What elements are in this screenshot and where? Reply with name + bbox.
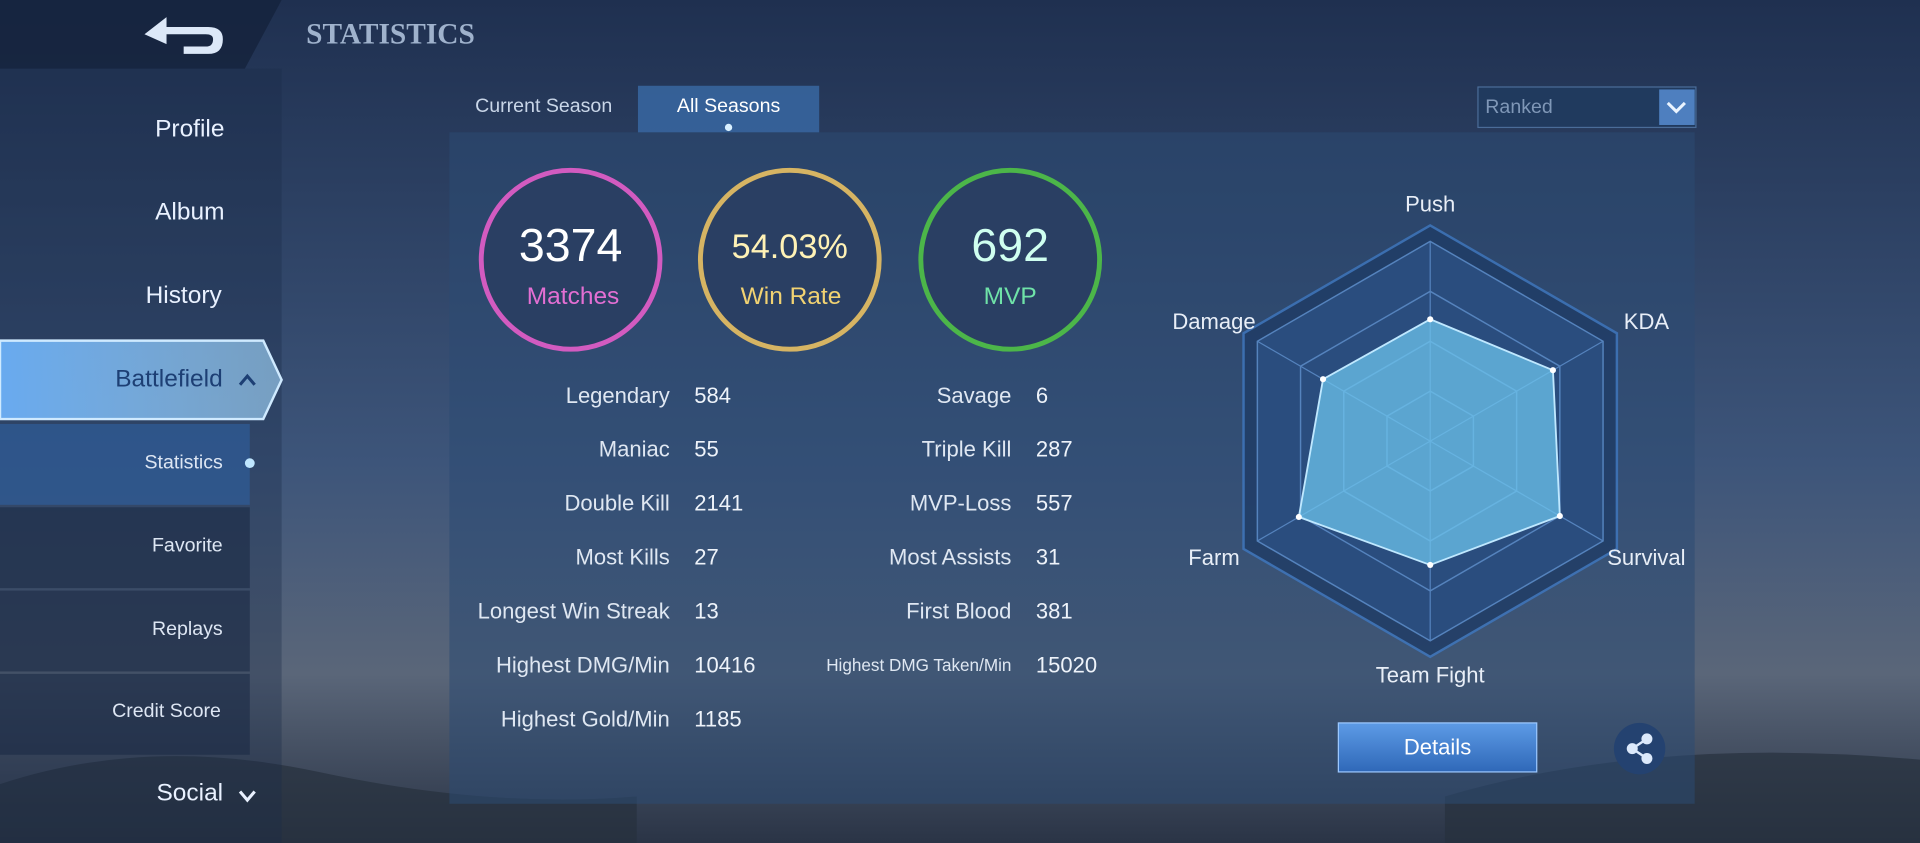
- stat-value: 584: [694, 383, 731, 408]
- stat-label: Highest DMG Taken/Min: [826, 655, 1011, 675]
- share-button[interactable]: [1613, 722, 1666, 775]
- details-text: Details: [1404, 734, 1471, 759]
- tab[interactable]: All Seasons: [677, 95, 781, 117]
- stat-value: 10416: [694, 652, 755, 677]
- dropdown-button[interactable]: [1659, 89, 1695, 125]
- radar-axis-label: Farm: [1188, 545, 1239, 570]
- stat-label: Most Kills: [576, 545, 670, 570]
- radar-axis-label: Push: [1405, 191, 1455, 216]
- stat-label: Longest Win Streak: [478, 598, 671, 623]
- sub-item[interactable]: Favorite: [152, 535, 223, 557]
- tab-dot: [724, 123, 733, 132]
- chevron: [238, 790, 256, 803]
- radar-point: [1427, 316, 1434, 323]
- radar-point: [1427, 561, 1434, 568]
- radar-point: [1319, 376, 1327, 383]
- summary-ring: [697, 167, 882, 352]
- stat-label: Triple Kill: [922, 437, 1012, 462]
- stats: Legendary 584 Maniac 55 Double Kill 2141 Most …: [478, 383, 1098, 731]
- stat-label: Savage: [937, 383, 1012, 408]
- chevron: [238, 373, 256, 386]
- radar-point: [1549, 367, 1556, 374]
- radar-point: [1556, 512, 1563, 520]
- sub-active: [0, 423, 250, 505]
- radar-chart: Push KDA Survival Team Fight Farm Damage: [1172, 191, 1685, 687]
- hills: [0, 756, 637, 843]
- summary-ring: [918, 167, 1103, 352]
- nav-item[interactable]: Battlefield: [115, 365, 222, 392]
- radar-axis-label: Damage: [1172, 309, 1255, 334]
- stat-label: Double Kill: [565, 491, 670, 516]
- stat-value: 27: [694, 545, 719, 570]
- stat-value: 15020: [1036, 652, 1097, 677]
- nav-item[interactable]: Album: [155, 199, 224, 226]
- radar-axis-label: Team Fight: [1376, 663, 1485, 688]
- sub-item-bg: [0, 673, 250, 755]
- stat-label: Most Assists: [889, 545, 1011, 570]
- stat-value: 557: [1036, 491, 1073, 516]
- stat-value: 6: [1036, 383, 1048, 408]
- sub-item[interactable]: Replays: [152, 618, 223, 640]
- stat-label: Highest Gold/Min: [501, 706, 670, 731]
- stat-value: 2141: [694, 491, 743, 516]
- mode-select-text: Ranked: [1485, 96, 1552, 118]
- sub-item-bg: [0, 507, 250, 589]
- stat-value: 13: [694, 598, 719, 623]
- tab[interactable]: Current Season: [475, 95, 612, 117]
- nav-item[interactable]: Profile: [155, 115, 224, 142]
- stat-label: Highest DMG/Min: [496, 652, 670, 677]
- summary-label: Win Rate: [741, 283, 842, 310]
- nav-item[interactable]: History: [146, 282, 223, 309]
- nav-active: [0, 339, 283, 421]
- stat-label: Maniac: [599, 437, 670, 462]
- sub-item-bg: [0, 590, 250, 672]
- share-icon: [1626, 733, 1653, 764]
- summary-ring: [478, 167, 663, 352]
- nav-item[interactable]: Social: [156, 779, 223, 806]
- stat-value: 287: [1036, 437, 1073, 462]
- page-title: STATISTICS: [306, 19, 475, 51]
- stat-label: Legendary: [566, 383, 670, 408]
- sub-item[interactable]: Credit Score: [112, 700, 221, 722]
- stat-label: MVP-Loss: [910, 491, 1012, 516]
- summary-label: Matches: [527, 283, 620, 310]
- stat-value: 31: [1036, 545, 1061, 570]
- summary-value: 54.03%: [732, 228, 848, 266]
- dropdown-icon: [1666, 101, 1686, 114]
- sub-item[interactable]: Statistics: [145, 451, 224, 473]
- back-panel: [0, 0, 282, 69]
- radar-axis-label: KDA: [1624, 309, 1670, 334]
- back-button[interactable]: [144, 17, 223, 54]
- stat-value: 381: [1036, 598, 1073, 623]
- details-button[interactable]: [1337, 722, 1538, 773]
- radar-axis-label: Survival: [1607, 545, 1685, 570]
- summary-value: 692: [971, 219, 1049, 271]
- stat-value: 55: [694, 437, 719, 462]
- radar-point: [1295, 513, 1302, 521]
- stat-value: 1185: [694, 706, 741, 731]
- summary-value: 3374: [519, 219, 622, 271]
- stat-label: First Blood: [906, 598, 1011, 623]
- sub-dot: [244, 458, 255, 469]
- summary-label: MVP: [984, 283, 1037, 310]
